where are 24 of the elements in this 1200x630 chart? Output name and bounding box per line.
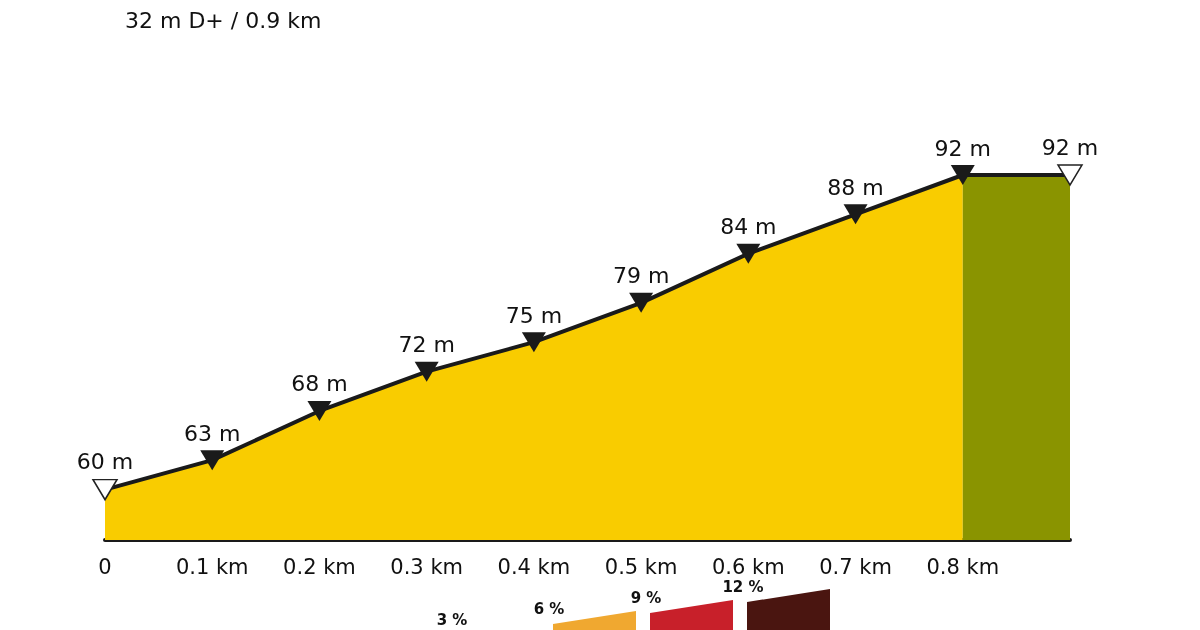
data-label: 60 m: [76, 449, 134, 475]
x-tick-label: 0: [98, 554, 112, 579]
annotation: 3 %: [436, 611, 468, 629]
data-label: 79 m: [612, 263, 670, 289]
chart-title: 32 m D+ / 0.9 km: [125, 7, 322, 33]
data-label: 63 m: [184, 420, 241, 446]
x-tick-label: 0.3 km: [390, 554, 464, 579]
x-tick-label: 0.7 km: [819, 554, 892, 579]
data-label: 92 m: [934, 135, 991, 161]
data-label: 92 m: [1041, 134, 1099, 160]
x-tick-label: 0.1 km: [175, 554, 249, 579]
x-tick-label: 0.6 km: [711, 554, 785, 579]
x-tick-label: 0.5 km: [604, 554, 678, 579]
x-tick-label: 0.2 km: [283, 554, 356, 579]
data-label: 72 m: [398, 332, 455, 358]
data-label: 88 m: [827, 174, 884, 200]
x-tick-label: 0.4 km: [497, 554, 571, 579]
x-tick-label: 0.8 km: [926, 554, 1000, 579]
annotation: 9 %: [630, 589, 662, 607]
data-label: 68 m: [291, 371, 348, 397]
data-label: 84 m: [720, 214, 777, 240]
annotation: 12 %: [722, 578, 764, 596]
annotation: 6 %: [533, 600, 565, 618]
data-label: 75 m: [505, 302, 563, 328]
